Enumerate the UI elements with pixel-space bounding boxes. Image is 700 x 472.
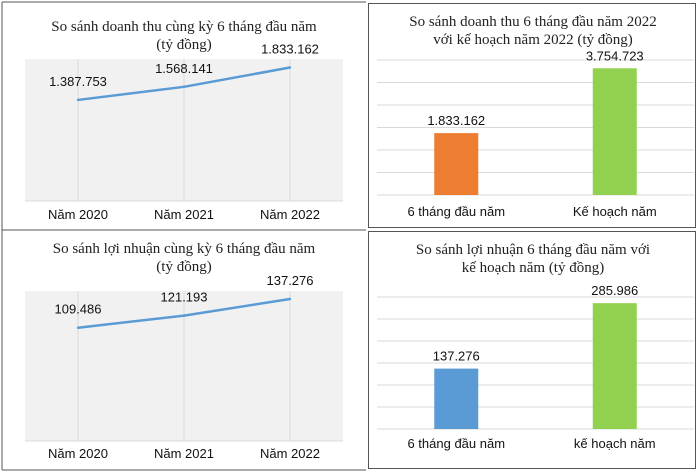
chart-profit-yoy: So sánh lợi nhuận cùng kỳ 6 tháng đầu nă…	[3, 231, 365, 469]
data-point	[288, 66, 292, 69]
chart-svg: So sánh doanh thu cùng kỳ 6 tháng đầu nă…	[25, 19, 343, 222]
x-tick-label: Năm 2022	[260, 207, 320, 222]
x-tick-label: 6 tháng đầu năm	[407, 436, 505, 451]
chart-revenue-yoy: So sánh doanh thu cùng kỳ 6 tháng đầu nă…	[3, 3, 365, 229]
chart-title-line: So sánh lợi nhuận cùng kỳ 6 tháng đầu nă…	[53, 241, 316, 257]
chart-title-line: với kế hoạch năm 2022 (tỷ đồng)	[433, 32, 633, 48]
data-label: 1.568.141	[155, 61, 213, 76]
bar	[592, 303, 637, 429]
x-tick-label: Năm 2020	[48, 446, 108, 461]
data-label: 121.193	[161, 290, 208, 305]
x-tick-label: Năm 2021	[154, 446, 214, 461]
data-point	[182, 85, 186, 89]
x-tick-label: 6 tháng đầu năm	[407, 204, 505, 219]
x-tick-label: Năm 2021	[154, 207, 214, 222]
data-label: 109.486	[55, 302, 102, 317]
data-point	[182, 314, 186, 317]
x-tick-label: Kế hoạch năm	[573, 204, 657, 219]
chart-title-line: So sánh doanh thu 6 tháng đầu năm 2022	[409, 14, 656, 30]
data-label: 137.276	[267, 273, 314, 288]
x-tick-label: Năm 2022	[260, 446, 320, 461]
chart-svg: So sánh lợi nhuận 6 tháng đầu năm với kế …	[377, 242, 694, 451]
bar	[434, 368, 479, 429]
data-point	[76, 326, 80, 329]
bar	[434, 133, 479, 195]
data-point	[76, 98, 80, 102]
chart-title-line: kế hoạch năm (tỷ đồng)	[462, 260, 604, 276]
chart-title-line: So sánh doanh thu cùng kỳ 6 tháng đầu nă…	[51, 19, 317, 35]
chart-title-line: (tỷ đồng)	[156, 37, 211, 53]
x-tick-label: Năm 2020	[48, 207, 108, 222]
data-label: 285.986	[591, 283, 638, 298]
data-label: 1.833.162	[427, 113, 485, 128]
data-label: 1.833.162	[261, 42, 319, 57]
data-label: 1.387.753	[49, 74, 107, 89]
chart-svg: So sánh doanh thu 6 tháng đầu năm 2022 vớ…	[377, 14, 694, 219]
chart-revenue-vs-plan: So sánh doanh thu 6 tháng đầu năm 2022 vớ…	[368, 3, 696, 228]
chart-title-line: So sánh lợi nhuận 6 tháng đầu năm với	[416, 242, 650, 258]
x-tick-label: kế hoạch năm	[574, 436, 656, 451]
bar	[592, 68, 637, 195]
chart-svg: So sánh lợi nhuận cùng kỳ 6 tháng đầu nă…	[25, 241, 343, 461]
data-point	[288, 297, 292, 301]
data-label: 137.276	[433, 349, 480, 364]
data-label: 3.754.723	[586, 48, 644, 63]
chart-title-line: (tỷ đồng)	[156, 259, 211, 275]
chart-profit-vs-plan: So sánh lợi nhuận 6 tháng đầu năm với kế …	[368, 231, 696, 469]
